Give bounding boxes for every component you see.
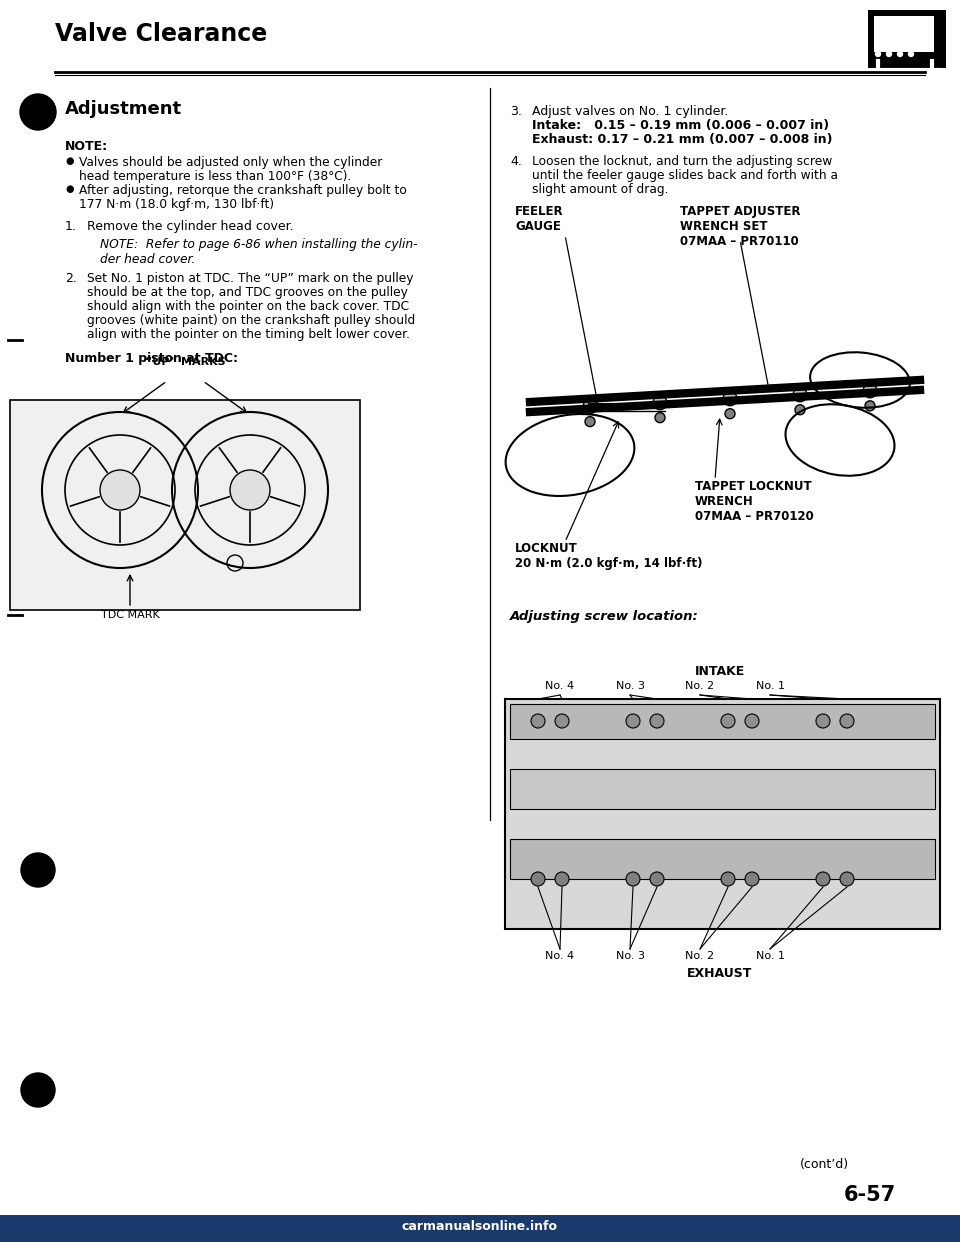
Circle shape [898, 51, 902, 56]
Bar [868, 10, 946, 68]
Circle shape [650, 872, 664, 886]
Text: TDC MARK: TDC MARK [101, 610, 159, 620]
Text: slight amount of drag.: slight amount of drag. [532, 183, 668, 196]
Text: 177 N·m (18.0 kgf·m, 130 lbf·ft): 177 N·m (18.0 kgf·m, 130 lbf·ft) [79, 197, 275, 211]
Text: Number 1 piston at TDC:: Number 1 piston at TDC: [65, 351, 238, 365]
Circle shape [840, 872, 854, 886]
Text: head temperature is less than 100°F (38°C).: head temperature is less than 100°F (38°… [79, 170, 351, 183]
Bar [874, 16, 934, 52]
Circle shape [876, 51, 880, 56]
Circle shape [653, 396, 667, 410]
Circle shape [531, 872, 545, 886]
Circle shape [745, 714, 759, 728]
Text: No. 4: No. 4 [545, 951, 575, 961]
Text: 2.: 2. [65, 272, 77, 284]
Text: Set No. 1 piston at TDC. The “UP” mark on the pulley: Set No. 1 piston at TDC. The “UP” mark o… [87, 272, 414, 284]
Text: No. 2: No. 2 [685, 681, 714, 691]
Circle shape [531, 714, 545, 728]
Bar [510, 840, 935, 879]
Circle shape [230, 469, 270, 510]
Text: “UP” MARKS: “UP” MARKS [145, 356, 226, 366]
Text: No. 3: No. 3 [615, 681, 644, 691]
Text: 1.: 1. [65, 220, 77, 233]
Bar [10, 400, 360, 610]
Text: LOCKNUT
20 N·m (2.0 kgf·m, 14 lbf·ft): LOCKNUT 20 N·m (2.0 kgf·m, 14 lbf·ft) [515, 542, 703, 570]
Circle shape [745, 872, 759, 886]
Text: 6-57: 6-57 [844, 1185, 896, 1205]
Text: No. 1: No. 1 [756, 951, 784, 961]
Circle shape [795, 405, 805, 415]
Text: TAPPET LOCKNUT
WRENCH
07MAA – PR70120: TAPPET LOCKNUT WRENCH 07MAA – PR70120 [695, 479, 814, 523]
Text: Adjustment: Adjustment [65, 101, 182, 118]
Circle shape [816, 714, 830, 728]
Text: carmanualsonline.info: carmanualsonline.info [402, 1220, 558, 1233]
Text: After adjusting, retorque the crankshaft pulley bolt to: After adjusting, retorque the crankshaft… [79, 184, 407, 197]
Circle shape [626, 714, 640, 728]
Circle shape [655, 412, 665, 422]
Bar [505, 699, 940, 929]
Text: until the feeler gauge slides back and forth with a: until the feeler gauge slides back and f… [532, 169, 838, 183]
Circle shape [555, 872, 569, 886]
Text: ●: ● [65, 184, 74, 194]
Circle shape [863, 384, 877, 397]
Text: NOTE:  Refer to page 6-86 when installing the cylin-
der head cover.: NOTE: Refer to page 6-86 when installing… [100, 238, 418, 266]
Circle shape [585, 416, 595, 426]
Text: EXHAUST: EXHAUST [687, 968, 753, 980]
Circle shape [723, 391, 737, 406]
Circle shape [583, 400, 597, 414]
Text: FEELER
GAUGE: FEELER GAUGE [515, 205, 564, 233]
Text: No. 1: No. 1 [756, 681, 784, 691]
Text: No. 3: No. 3 [615, 951, 644, 961]
Circle shape [21, 1073, 55, 1107]
Bar [510, 769, 935, 809]
Circle shape [721, 872, 735, 886]
Text: should align with the pointer on the back cover. TDC: should align with the pointer on the bac… [87, 301, 409, 313]
Text: Valves should be adjusted only when the cylinder: Valves should be adjusted only when the … [79, 156, 382, 169]
Text: (cont’d): (cont’d) [800, 1158, 850, 1171]
Circle shape [721, 714, 735, 728]
Text: Exhaust: 0.17 – 0.21 mm (0.007 – 0.008 in): Exhaust: 0.17 – 0.21 mm (0.007 – 0.008 i… [532, 133, 832, 147]
Circle shape [20, 94, 56, 130]
Circle shape [626, 872, 640, 886]
Bar [510, 704, 935, 739]
Text: NOTE:: NOTE: [65, 140, 108, 153]
Text: TAPPET ADJUSTER
WRENCH SET
07MAA – PR70110: TAPPET ADJUSTER WRENCH SET 07MAA – PR701… [680, 205, 801, 248]
Circle shape [725, 409, 735, 419]
Circle shape [650, 714, 664, 728]
Text: Valve Clearance: Valve Clearance [55, 22, 267, 46]
Text: 3.: 3. [510, 106, 522, 118]
Circle shape [816, 872, 830, 886]
Bar [0, 1215, 960, 1242]
Circle shape [100, 469, 140, 510]
Text: No. 4: No. 4 [545, 681, 575, 691]
Circle shape [865, 401, 875, 411]
Text: No. 2: No. 2 [685, 951, 714, 961]
Text: Adjust valves on No. 1 cylinder.: Adjust valves on No. 1 cylinder. [532, 106, 729, 118]
Text: Remove the cylinder head cover.: Remove the cylinder head cover. [87, 220, 294, 233]
Text: should be at the top, and TDC grooves on the pulley: should be at the top, and TDC grooves on… [87, 286, 408, 299]
Circle shape [908, 51, 914, 56]
Circle shape [793, 388, 807, 401]
Circle shape [840, 714, 854, 728]
Text: Adjusting screw location:: Adjusting screw location: [510, 610, 699, 623]
Text: INTAKE: INTAKE [695, 664, 745, 678]
Circle shape [555, 714, 569, 728]
Circle shape [21, 853, 55, 887]
Text: align with the pointer on the timing belt lower cover.: align with the pointer on the timing bel… [87, 328, 410, 342]
Text: 4.: 4. [510, 155, 522, 168]
Text: Loosen the locknut, and turn the adjusting screw: Loosen the locknut, and turn the adjusti… [532, 155, 832, 168]
Text: Intake:   0.15 – 0.19 mm (0.006 – 0.007 in): Intake: 0.15 – 0.19 mm (0.006 – 0.007 in… [532, 119, 829, 132]
Text: ●: ● [65, 156, 74, 166]
Text: grooves (white paint) on the crankshaft pulley should: grooves (white paint) on the crankshaft … [87, 314, 416, 327]
Circle shape [886, 51, 892, 56]
